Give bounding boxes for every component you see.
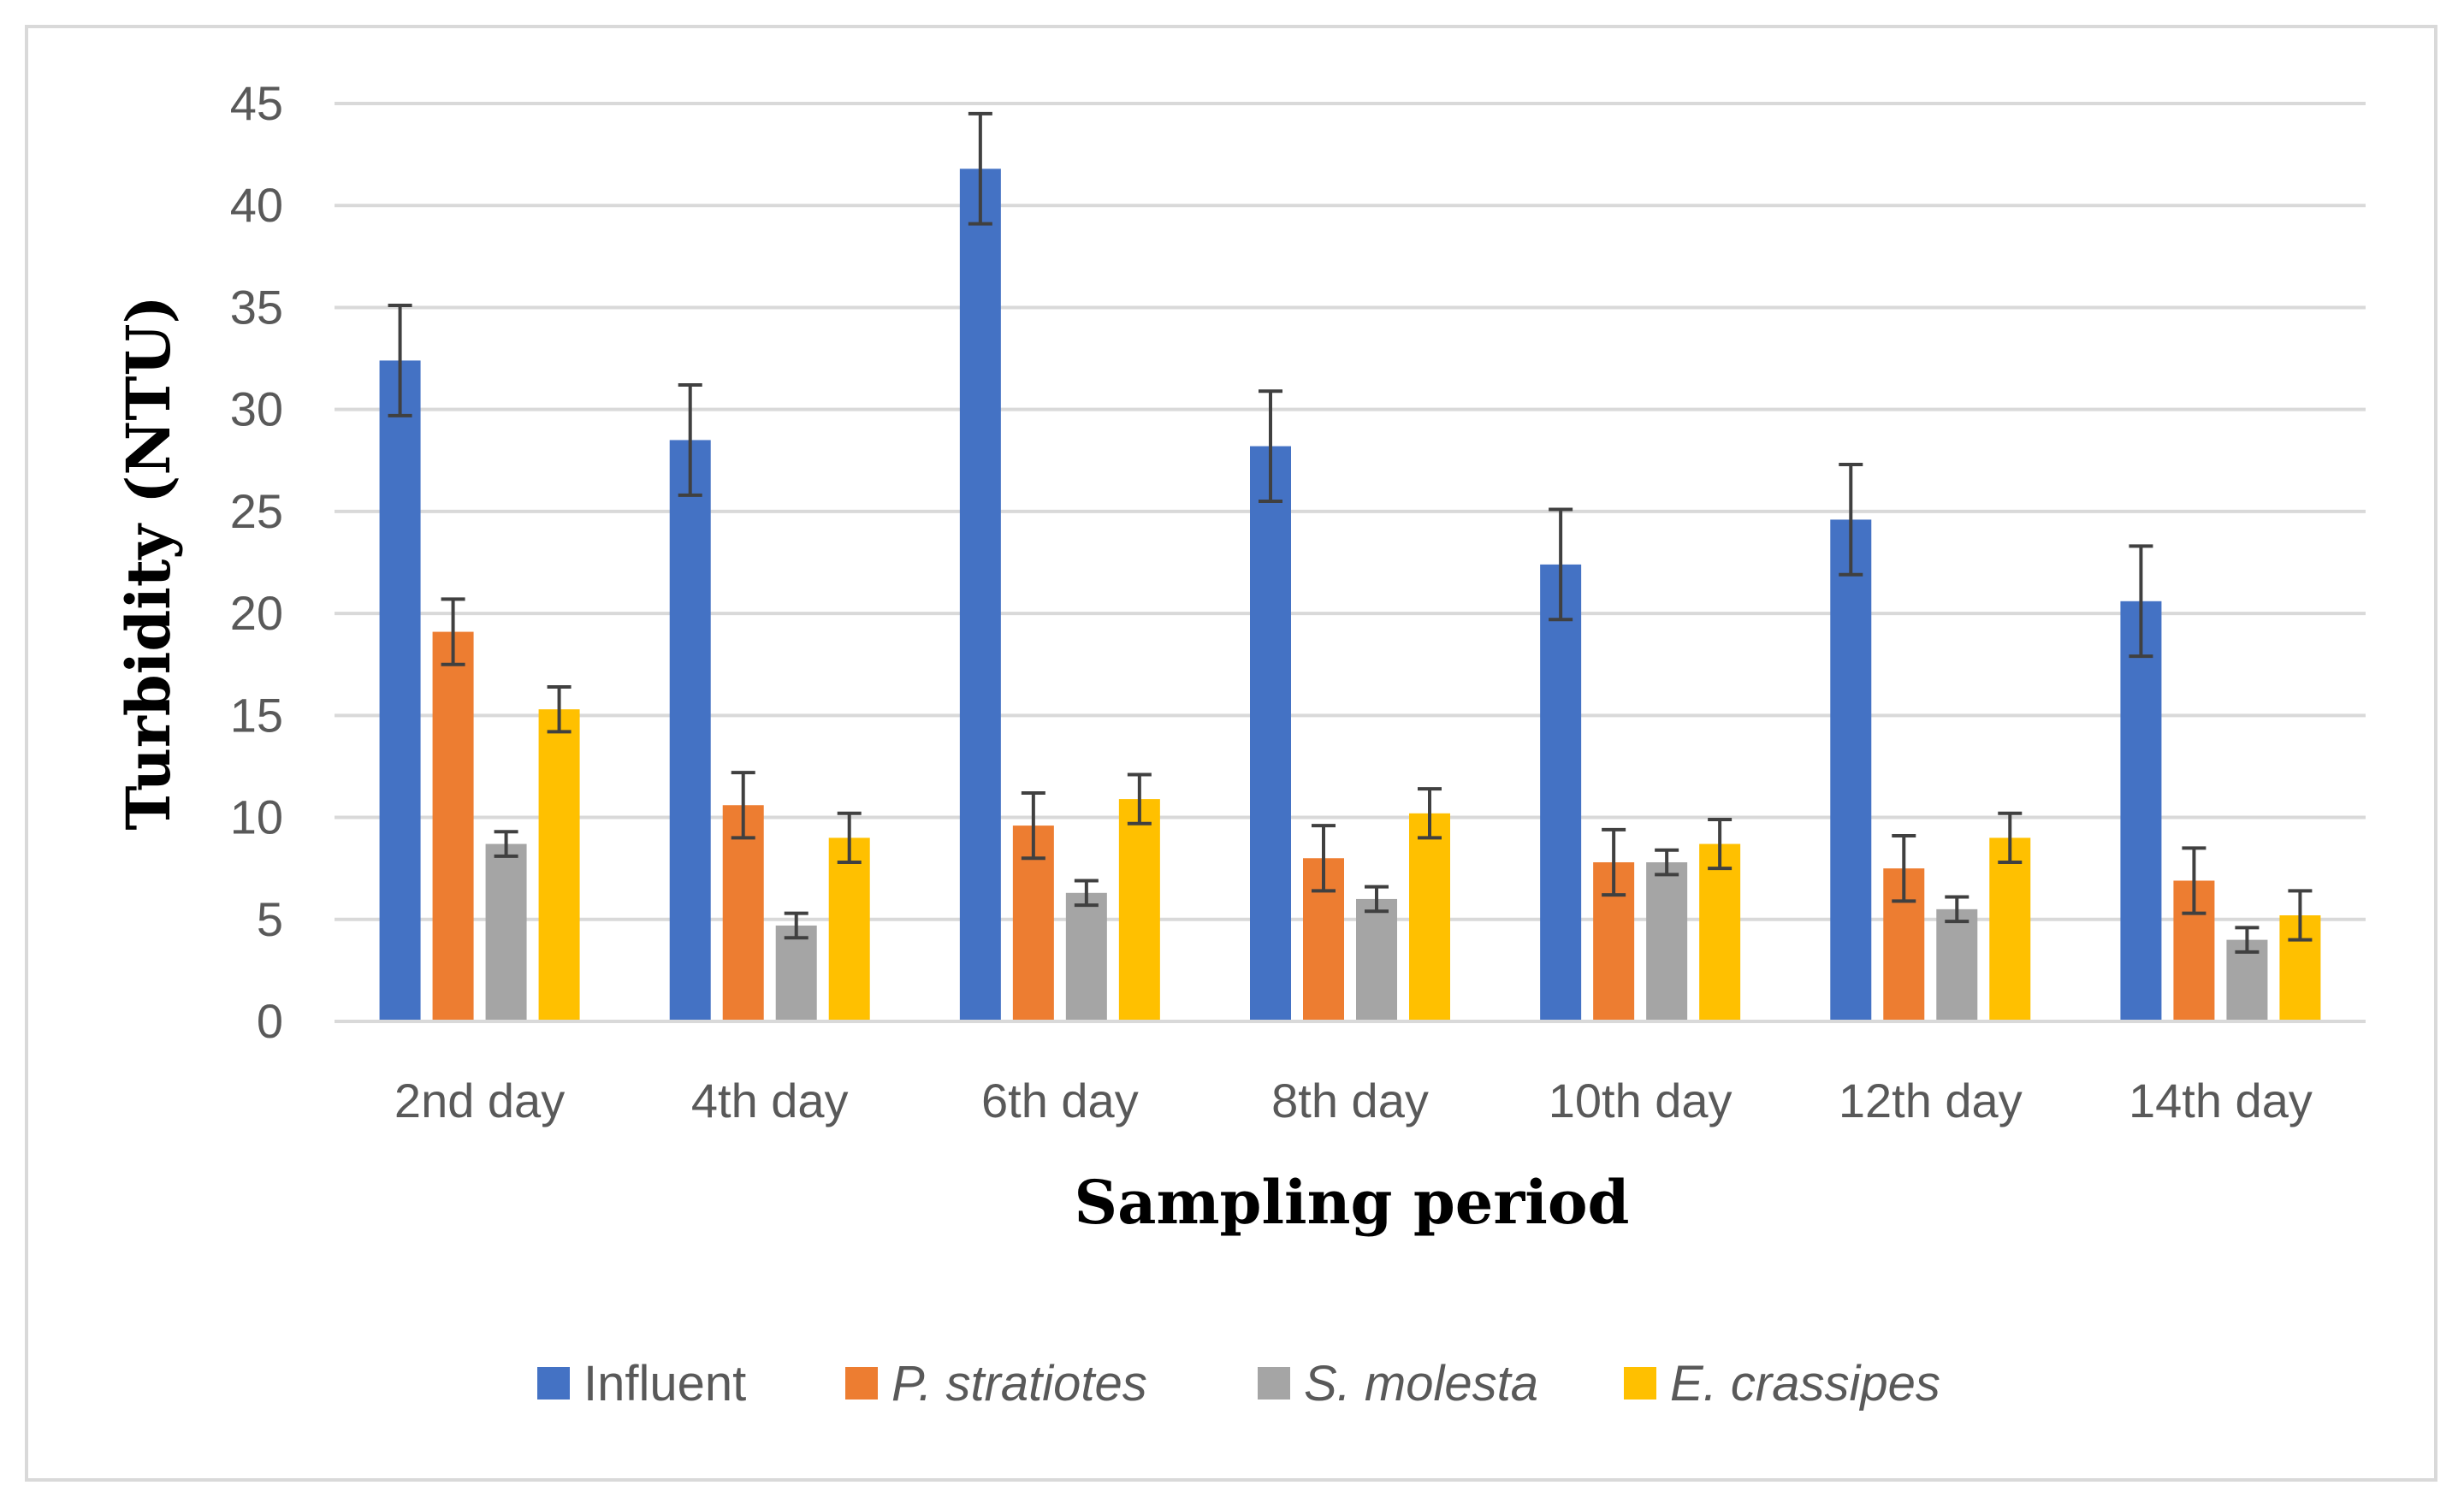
error-bar: [1127, 772, 1152, 826]
x-tick-label: 6th day: [981, 1074, 1139, 1127]
error-bar: [494, 830, 518, 858]
bar: [959, 169, 1001, 1021]
bar: [1356, 898, 1397, 1021]
bar: [1830, 519, 1872, 1021]
y-tick-label: 45: [230, 76, 283, 130]
bar: [1936, 908, 1978, 1021]
y-tick-label: 20: [230, 586, 283, 640]
y-tick-label: 30: [230, 382, 283, 436]
error-bar: [1365, 885, 1389, 914]
x-tick-label: 14th day: [2129, 1074, 2313, 1127]
error-bar: [678, 383, 702, 497]
error-bar: [1655, 848, 1679, 877]
error-bar: [1312, 824, 1336, 893]
legend-item: P. stratiotes: [845, 1356, 1147, 1411]
legend-label: S. molesta: [1304, 1356, 1538, 1411]
x-tick-label: 8th day: [1271, 1074, 1429, 1127]
legend-swatch: [845, 1367, 878, 1400]
bar: [1989, 837, 2031, 1021]
legend-item: S. molesta: [1258, 1356, 1538, 1411]
bar: [722, 805, 764, 1021]
y-tick-label: 0: [257, 994, 283, 1048]
bar: [432, 631, 474, 1021]
legend-swatch: [1258, 1367, 1290, 1400]
bar: [1118, 799, 1160, 1021]
error-bar: [1998, 811, 2023, 865]
error-bar: [441, 597, 465, 666]
error-bar: [1549, 507, 1573, 622]
bar: [669, 440, 711, 1021]
error-bar: [1945, 895, 1969, 924]
error-bar: [1892, 834, 1916, 903]
error-bar: [1602, 827, 1626, 897]
legend-swatch: [537, 1367, 570, 1400]
legend-swatch: [1624, 1367, 1656, 1400]
bar: [485, 843, 527, 1021]
error-bar: [784, 911, 808, 940]
y-tick-label: 10: [230, 790, 283, 844]
error-bar: [1259, 389, 1282, 503]
error-bar: [2129, 544, 2153, 659]
y-tick-label: 5: [257, 892, 283, 946]
error-bar: [1839, 463, 1863, 577]
bar: [775, 925, 817, 1021]
legend-label: Influent: [583, 1356, 746, 1411]
error-bar: [837, 811, 862, 865]
legend-item: E. crassipes: [1624, 1356, 1940, 1411]
error-bar: [2182, 846, 2206, 915]
bar: [1409, 813, 1450, 1021]
error-bar: [1021, 790, 1045, 861]
error-bar: [388, 304, 412, 417]
bar: [1540, 564, 1582, 1021]
y-tick-label: 35: [230, 280, 283, 334]
bar: [538, 709, 580, 1021]
bar: [379, 360, 421, 1021]
bar: [1646, 862, 1688, 1021]
legend-label: E. crassipes: [1670, 1356, 1940, 1411]
error-bar: [1418, 787, 1442, 840]
x-tick-label: 12th day: [1839, 1074, 2023, 1127]
y-tick-label: 15: [230, 688, 283, 742]
bar: [1699, 843, 1741, 1021]
error-bar: [2288, 889, 2313, 942]
legend-label: P. stratiotes: [891, 1356, 1147, 1411]
x-tick-label: 4th day: [691, 1074, 849, 1127]
bar: [1250, 446, 1291, 1021]
error-bar: [547, 684, 572, 734]
error-bar: [1074, 879, 1099, 908]
error-bar: [731, 771, 755, 840]
y-tick-label: 40: [230, 178, 283, 232]
y-axis-title: Turbidity (NTU): [113, 295, 184, 830]
x-axis-title: Sampling period: [1075, 1167, 1630, 1238]
chart-border: [25, 25, 2437, 1482]
x-tick-label: 10th day: [1549, 1074, 1732, 1127]
y-tick-label: 25: [230, 484, 283, 538]
bar: [2120, 601, 2162, 1021]
x-tick-label: 2nd day: [394, 1074, 565, 1127]
error-bar: [2235, 926, 2260, 954]
legend-item: Influent: [537, 1356, 746, 1411]
error-bar: [968, 111, 992, 226]
bar: [828, 837, 870, 1021]
bar: [1065, 892, 1107, 1021]
legend: Influent P. stratiotes S. molesta E. crassi…: [537, 1356, 1940, 1411]
error-bar: [1708, 817, 1732, 871]
